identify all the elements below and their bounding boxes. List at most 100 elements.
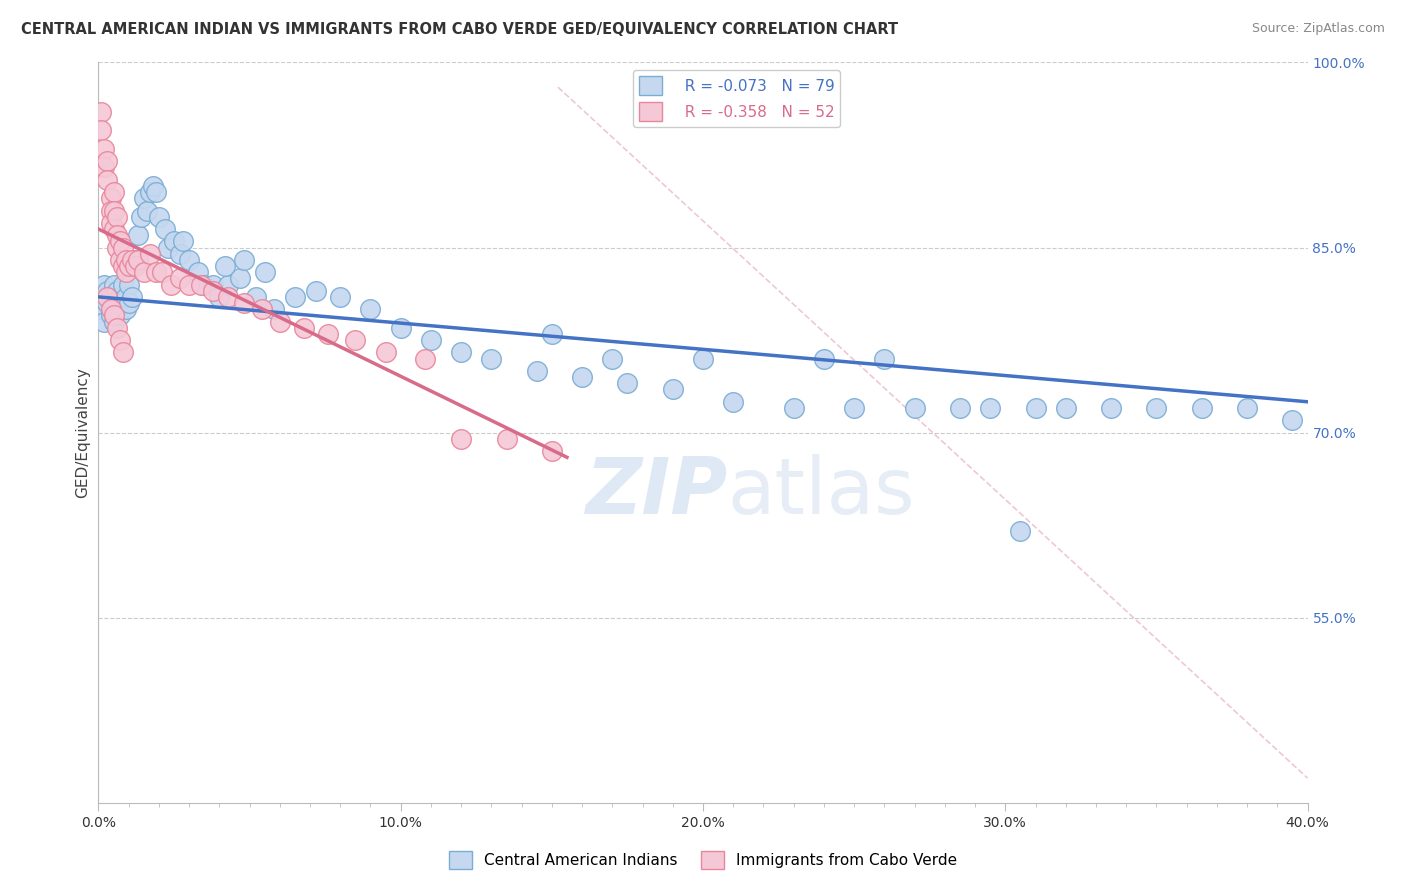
Point xyxy=(103,277,125,292)
Point xyxy=(148,210,170,224)
Point xyxy=(132,265,155,279)
Point xyxy=(187,265,209,279)
Point xyxy=(481,351,503,366)
Point xyxy=(114,302,136,317)
Point xyxy=(100,309,122,323)
Point xyxy=(160,277,183,292)
Point xyxy=(232,252,254,267)
Y-axis label: GED/Equivalency: GED/Equivalency xyxy=(75,368,90,498)
Point xyxy=(374,345,396,359)
Point xyxy=(118,259,141,273)
Point xyxy=(127,252,149,267)
Point xyxy=(111,240,134,255)
Point xyxy=(100,302,122,317)
Point xyxy=(100,216,122,230)
Point xyxy=(526,364,548,378)
Point xyxy=(96,290,118,304)
Point xyxy=(616,376,638,391)
Point xyxy=(103,309,125,323)
Legend: Central American Indians, Immigrants from Cabo Verde: Central American Indians, Immigrants fro… xyxy=(443,845,963,875)
Point xyxy=(100,203,122,218)
Point xyxy=(250,302,273,317)
Point xyxy=(103,314,125,328)
Point xyxy=(90,104,112,119)
Point xyxy=(540,326,562,341)
Point xyxy=(1024,401,1046,415)
Point xyxy=(127,228,149,243)
Point xyxy=(96,154,118,169)
Point xyxy=(93,314,115,328)
Point xyxy=(949,401,972,415)
Point xyxy=(540,444,562,458)
Point xyxy=(108,290,131,304)
Point xyxy=(179,252,201,267)
Point xyxy=(661,383,683,397)
Point xyxy=(193,277,215,292)
Point xyxy=(1191,401,1213,415)
Point xyxy=(844,401,866,415)
Point xyxy=(1054,401,1077,415)
Point xyxy=(229,271,252,285)
Legend:   R = -0.073   N = 79,   R = -0.358   N = 52: R = -0.073 N = 79, R = -0.358 N = 52 xyxy=(633,70,841,128)
Point xyxy=(450,432,472,446)
Point xyxy=(114,290,136,304)
Point xyxy=(179,277,201,292)
Point xyxy=(103,185,125,199)
Point xyxy=(269,314,291,328)
Point xyxy=(105,240,128,255)
Point xyxy=(103,302,125,317)
Point xyxy=(121,290,143,304)
Point xyxy=(108,309,131,323)
Point xyxy=(96,296,118,310)
Point xyxy=(129,210,152,224)
Point xyxy=(873,351,896,366)
Point xyxy=(139,246,162,260)
Point xyxy=(329,290,352,304)
Text: Source: ZipAtlas.com: Source: ZipAtlas.com xyxy=(1251,22,1385,36)
Point xyxy=(172,235,194,249)
Point xyxy=(118,296,141,310)
Point xyxy=(105,302,128,317)
Point xyxy=(114,252,136,267)
Point xyxy=(1010,524,1032,539)
Point xyxy=(105,228,128,243)
Point xyxy=(169,246,191,260)
Point xyxy=(284,290,307,304)
Point xyxy=(103,203,125,218)
Point xyxy=(114,265,136,279)
Point xyxy=(263,302,285,317)
Text: atlas: atlas xyxy=(727,454,915,530)
Point xyxy=(316,326,339,341)
Point xyxy=(253,265,276,279)
Point xyxy=(111,345,134,359)
Text: CENTRAL AMERICAN INDIAN VS IMMIGRANTS FROM CABO VERDE GED/EQUIVALENCY CORRELATIO: CENTRAL AMERICAN INDIAN VS IMMIGRANTS FR… xyxy=(21,22,898,37)
Point xyxy=(208,290,231,304)
Point xyxy=(142,178,165,193)
Point xyxy=(124,259,146,273)
Point xyxy=(111,296,134,310)
Point xyxy=(90,123,112,137)
Point xyxy=(105,284,128,298)
Point xyxy=(245,290,267,304)
Point xyxy=(1281,413,1303,427)
Point xyxy=(692,351,714,366)
Point xyxy=(190,277,212,292)
Point xyxy=(305,284,328,298)
Point xyxy=(389,320,412,334)
Point xyxy=(169,271,191,285)
Point xyxy=(145,185,167,199)
Point xyxy=(1144,401,1167,415)
Point xyxy=(783,401,806,415)
Point xyxy=(90,302,112,317)
Point xyxy=(108,252,131,267)
Point xyxy=(813,351,835,366)
Point xyxy=(602,351,624,366)
Text: ZIP: ZIP xyxy=(585,454,727,530)
Point xyxy=(118,277,141,292)
Point xyxy=(132,191,155,205)
Point xyxy=(202,284,225,298)
Point xyxy=(214,259,236,273)
Point xyxy=(360,302,382,317)
Point xyxy=(108,333,131,347)
Point xyxy=(103,222,125,236)
